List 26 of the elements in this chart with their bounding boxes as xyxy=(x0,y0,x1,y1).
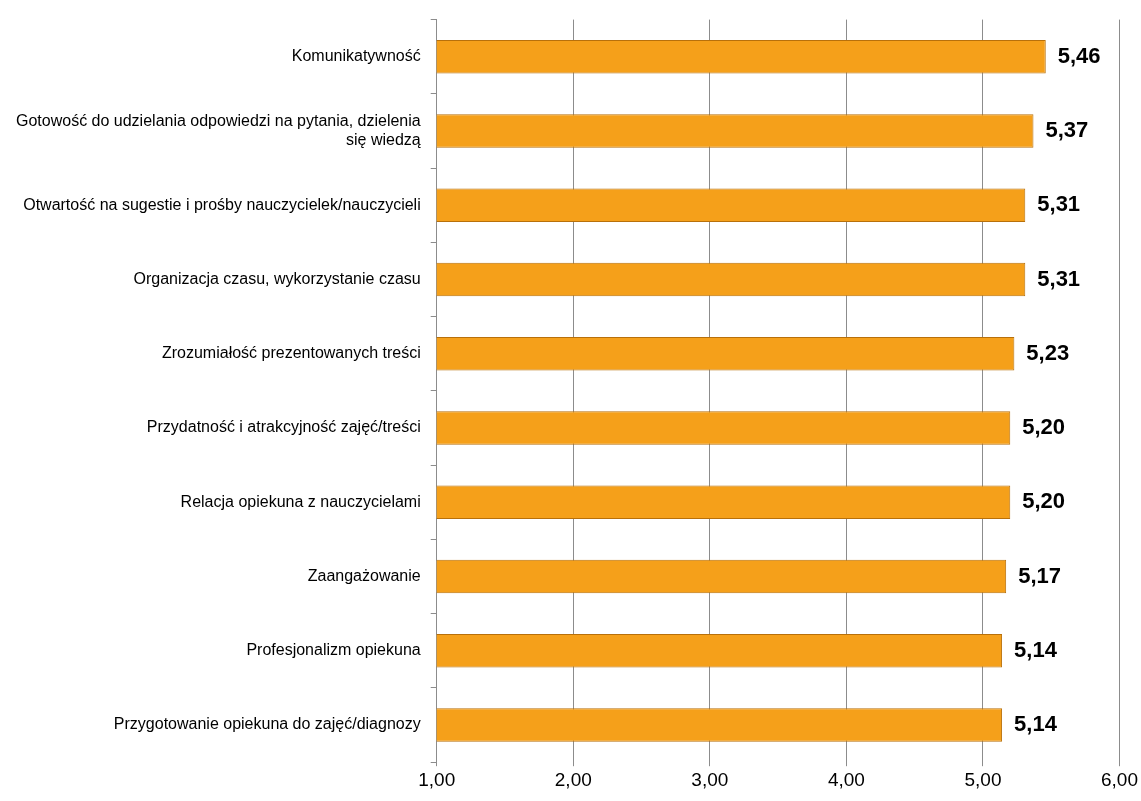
x-tick-label: 1,00 xyxy=(418,768,456,790)
x-tick-label: 4,00 xyxy=(827,768,865,790)
y-tick-label: Organizacja czasu, wykorzystanie czasu xyxy=(133,269,421,287)
y-tick-label: Zaangażowanie xyxy=(307,566,421,584)
x-tick-label: 2,00 xyxy=(554,768,592,790)
y-tick-label: Relacja opiekuna z nauczycielami xyxy=(180,492,421,510)
data-label: 5,46 xyxy=(1057,42,1101,68)
data-label: 5,37 xyxy=(1045,117,1089,143)
y-tick-label: Profesjonalizm opiekuna xyxy=(246,641,421,659)
data-label: 5,23 xyxy=(1026,339,1070,365)
data-label: 5,31 xyxy=(1037,265,1081,291)
data-label: 5,14 xyxy=(1014,711,1058,737)
y-tick-label: Zrozumiałość prezentowanych treści xyxy=(161,344,421,362)
y-tick-label: Otwartość na sugestie i prośby nauczycielek/nauczycieli xyxy=(23,195,421,213)
y-tick-label: Przydatność i atrakcyjność zajęć/treści xyxy=(146,418,421,436)
data-label: 5,20 xyxy=(1022,488,1066,514)
x-tick-label: 3,00 xyxy=(691,768,729,790)
data-label: 5,14 xyxy=(1014,636,1058,662)
y-tick-label: Gotowość do udzielania odpowiedzi na pytania, dzielenia się wiedzą xyxy=(15,111,421,148)
y-tick-label: Komunikatywność xyxy=(291,47,421,65)
y-tick-label: Przygotowanie opiekuna do zajęć/diagnozy xyxy=(113,715,421,733)
data-label: 5,31 xyxy=(1037,191,1081,217)
x-tick-label: 6,00 xyxy=(1101,768,1138,790)
data-label: 5,20 xyxy=(1022,414,1066,440)
data-label: 5,17 xyxy=(1018,562,1061,588)
x-tick-label: 5,00 xyxy=(964,768,1002,790)
